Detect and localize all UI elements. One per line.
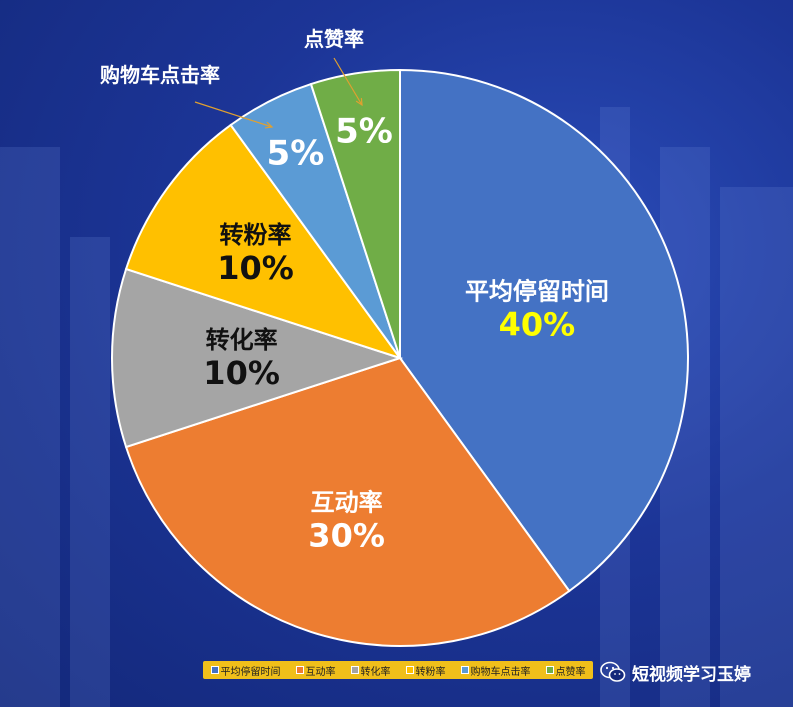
legend-item-follower-rate: 转粉率 (405, 663, 446, 678)
slice-avg-stay-time (399, 68, 689, 593)
callout-arrowhead-like-rate (355, 97, 363, 107)
slice-label-cart-click-rate: 购物车点击率 (100, 63, 220, 87)
legend-item-interaction-rate: 互动率 (295, 663, 336, 678)
legend-swatch (545, 666, 554, 674)
legend-label: 点赞率 (555, 666, 586, 678)
slice-label-follower-rate: 转粉率 (220, 221, 292, 249)
pie-slices (111, 68, 689, 647)
wechat-icon (600, 661, 626, 682)
legend-item-conversion-rate: 转化率 (350, 663, 391, 678)
legend-item-avg-stay-time: 平均停留时间 (210, 663, 281, 678)
slice-label-interaction-rate: 互动率 (311, 488, 383, 516)
callout-line-like-rate (333, 57, 363, 106)
slice-interaction-rate (124, 356, 571, 647)
slice-value-avg-stay-time: 40% (499, 306, 576, 344)
slice-value-follower-rate: 10% (217, 249, 294, 287)
legend-label: 平均停留时间 (220, 666, 281, 678)
slice-label-avg-stay-time: 平均停留时间 (465, 278, 609, 306)
slice-label-like-rate: 点赞率 (304, 27, 364, 51)
legend-swatch (295, 666, 304, 674)
slice-conversion-rate (111, 267, 404, 449)
legend-swatch (405, 666, 414, 674)
legend-swatch (350, 666, 359, 674)
slice-follower-rate (124, 123, 403, 360)
legend-item-cart-click-rate: 购物车点击率 (460, 663, 531, 678)
chart-legend: 平均停留时间 互动率 转化率 转粉率 购物车点击率 点赞率 (203, 661, 593, 679)
callouts (194, 57, 363, 129)
watermark: 短视频学习玉婷 (600, 658, 751, 686)
legend-label: 转化率 (360, 666, 391, 678)
legend-label: 转粉率 (415, 666, 446, 678)
slice-label-conversion-rate: 转化率 (206, 326, 278, 354)
callout-line-cart-click-rate (194, 101, 273, 128)
legend-label: 互动率 (305, 666, 336, 678)
legend-item-like-rate: 点赞率 (545, 663, 586, 678)
slice-like-rate (309, 68, 401, 359)
slice-value-conversion-rate: 10% (203, 354, 280, 392)
legend-label: 购物车点击率 (470, 666, 531, 678)
watermark-text: 短视频学习玉婷 (632, 664, 751, 685)
callout-arrowhead-cart-click-rate (264, 121, 274, 129)
slice-value-cart-click-rate: 5% (267, 134, 325, 174)
legend-swatch (210, 666, 219, 674)
slice-value-interaction-rate: 30% (308, 516, 385, 554)
slice-value-like-rate: 5% (335, 111, 393, 151)
legend-swatch (460, 666, 469, 674)
